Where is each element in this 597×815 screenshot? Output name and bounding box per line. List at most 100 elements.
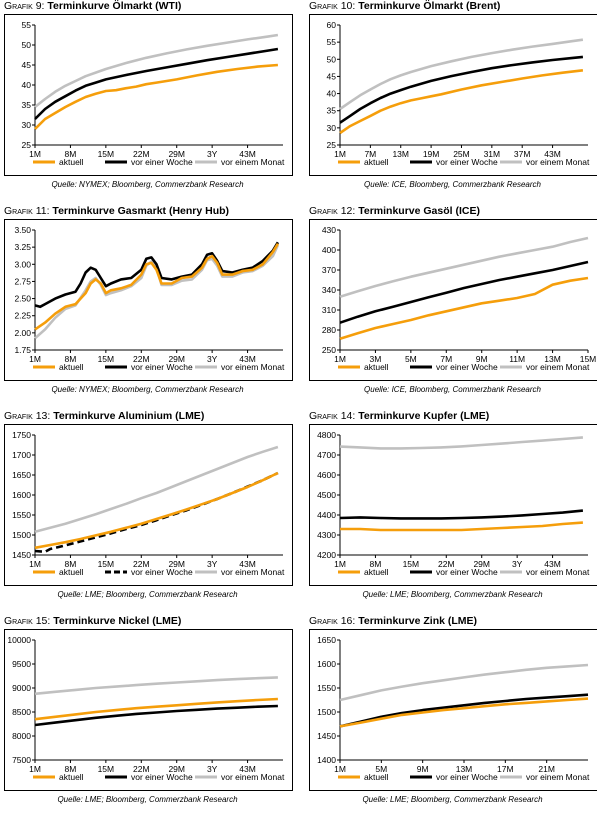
legend-label-monat: vor einem Monat [526,772,590,782]
x-tick-label: 15M [98,149,115,159]
y-tick-label: 8500 [12,707,31,717]
legend-label-monat: vor einem Monat [526,567,590,577]
y-tick-label: 1450 [12,550,31,560]
chart-title-text: Terminkurve Aluminium (LME) [50,410,205,422]
series-line-woche [339,260,589,324]
y-tick-label: 1600 [317,659,336,669]
x-tick-label: 29M [168,764,185,774]
x-tick-label: 13M [392,149,409,159]
x-tick-label: 8M [370,559,382,569]
x-tick-label: 29M [168,149,185,159]
chart-number: Grafik 9: [4,0,45,12]
y-tick-label: 30 [22,120,32,130]
legend-label-monat: vor einem Monat [221,772,285,782]
x-tick-label: 29M [168,354,185,364]
chart-panel: Grafik 13: Terminkurve Aluminium (LME) 14… [0,410,296,610]
chart-number: Grafik 12: [309,205,356,217]
x-tick-label: 13M [544,354,561,364]
chart-svg: 25 30 35 40 45 50 55 60 1M 7M 13M 19M 25M 31M 37M 43M ak… [327,20,590,167]
y-tick-label: 1650 [317,635,336,645]
chart-title: Grafik 15: Terminkurve Nickel (LME) [4,615,181,627]
x-tick-label: 15M [98,354,115,364]
series-line-aktuell [339,69,584,135]
chart-frame: 4200 4300 4400 4500 4600 4700 4800 1M 8M 15M 22M 29… [309,424,597,586]
x-tick-label: 21M [538,764,555,774]
legend-label-woche: vor einer Woche [436,567,498,577]
y-tick-label: 50 [327,54,337,64]
y-tick-label: 25 [22,140,32,150]
x-tick-label: 43M [239,149,256,159]
x-tick-label: 5M [405,354,417,364]
legend-label-woche: vor einer Woche [131,567,193,577]
x-tick-label: 1M [334,354,346,364]
x-tick-label: 1M [29,559,41,569]
y-tick-label: 4400 [317,510,336,520]
x-tick-label: 43M [239,764,256,774]
chart-svg: 250 280 310 340 370 400 430 1M 3M 5M 7M 9M 11M 13M 15M… [322,225,596,372]
y-tick-label: 7500 [12,755,31,765]
x-tick-label: 43M [239,559,256,569]
chart-title-text: Terminkurve Ölmarkt (WTI) [44,0,182,12]
legend-label-aktuell: aktuell [364,567,389,577]
x-tick-label: 37M [514,149,531,159]
y-tick-label: 2.00 [14,328,31,338]
y-tick-label: 1600 [12,490,31,500]
chart-title-text: Terminkurve Gasmarkt (Henry Hub) [49,205,230,217]
series-line-woche [339,55,584,124]
x-tick-label: 9M [417,764,429,774]
y-tick-label: 1450 [317,731,336,741]
x-tick-label: 22M [133,559,150,569]
series-line-aktuell [339,276,589,340]
y-tick-label: 55 [22,20,32,30]
y-tick-label: 50 [22,40,32,50]
chart-source: Quelle: LME; Bloomberg, Commerzbank Rese… [57,795,238,804]
series-line-aktuell [34,471,279,550]
series-line-woche [34,241,280,309]
legend-label-woche: vor einer Woche [436,362,498,372]
legend-label-woche: vor einer Woche [131,362,193,372]
y-tick-label: 45 [22,60,32,70]
chart-frame: 1400 1450 1500 1550 1600 1650 1M 5M 9M 13M 17M 21M a… [309,629,597,791]
chart-panel: Grafik 16: Terminkurve Zink (LME) 1400 145… [305,615,597,815]
x-tick-label: 43M [239,354,256,364]
chart-svg: 1.75 2.00 2.25 2.50 2.75 3.00 3.25 3.50 1M 8M 15M 2… [14,225,285,372]
legend-label-monat: vor einem Monat [221,362,285,372]
y-tick-label: 1550 [12,510,31,520]
chart-source: Quelle: LME; Bloomberg, Commerzbank Rese… [57,590,238,599]
y-tick-label: 4600 [317,470,336,480]
x-tick-label: 8M [65,559,77,569]
chart-frame: 250 280 310 340 370 400 430 1M 3M 5M 7M 9M 11M 13M 15M… [309,219,597,381]
y-tick-label: 310 [322,305,336,315]
legend-label-monat: vor einem Monat [221,567,285,577]
y-tick-label: 4800 [317,430,336,440]
y-tick-label: 60 [327,20,337,30]
chart-number: Grafik 13: [4,410,51,422]
x-tick-label: 22M [133,764,150,774]
y-tick-label: 4700 [317,450,336,460]
chart-title-text: Terminkurve Zink (LME) [355,615,478,627]
chart-number: Grafik 11: [4,205,50,217]
y-tick-label: 400 [322,245,336,255]
chart-title-text: Terminkurve Ölmarkt (Brent) [355,0,501,12]
x-tick-label: 7M [440,354,452,364]
y-tick-label: 1500 [317,707,336,717]
series-line-monat [34,445,279,534]
y-tick-label: 35 [327,106,337,116]
x-tick-label: 3M [370,354,382,364]
x-tick-label: 15M [403,559,420,569]
series-line-monat [339,38,584,111]
x-tick-label: 1M [334,764,346,774]
series-line-aktuell [340,521,583,532]
y-tick-label: 1400 [317,755,336,765]
x-tick-label: 1M [29,354,41,364]
chart-title-text: Terminkurve Kupfer (LME) [355,410,490,422]
chart-source: Quelle: NYMEX; Bloomberg, Commerzbank Re… [51,180,244,189]
x-tick-label: 3Y [207,559,218,569]
chart-title: Grafik 10: Terminkurve Ölmarkt (Brent) [309,0,500,12]
x-tick-label: 22M [438,559,455,569]
x-tick-label: 8M [65,764,77,774]
x-tick-label: 19M [423,149,440,159]
chart-svg: 25 30 35 40 45 50 55 1M 8M 15M 22M 29M 3Y 43M aktuell v… [22,20,285,167]
x-tick-label: 43M [544,149,561,159]
chart-title: Grafik 9: Terminkurve Ölmarkt (WTI) [4,0,181,12]
